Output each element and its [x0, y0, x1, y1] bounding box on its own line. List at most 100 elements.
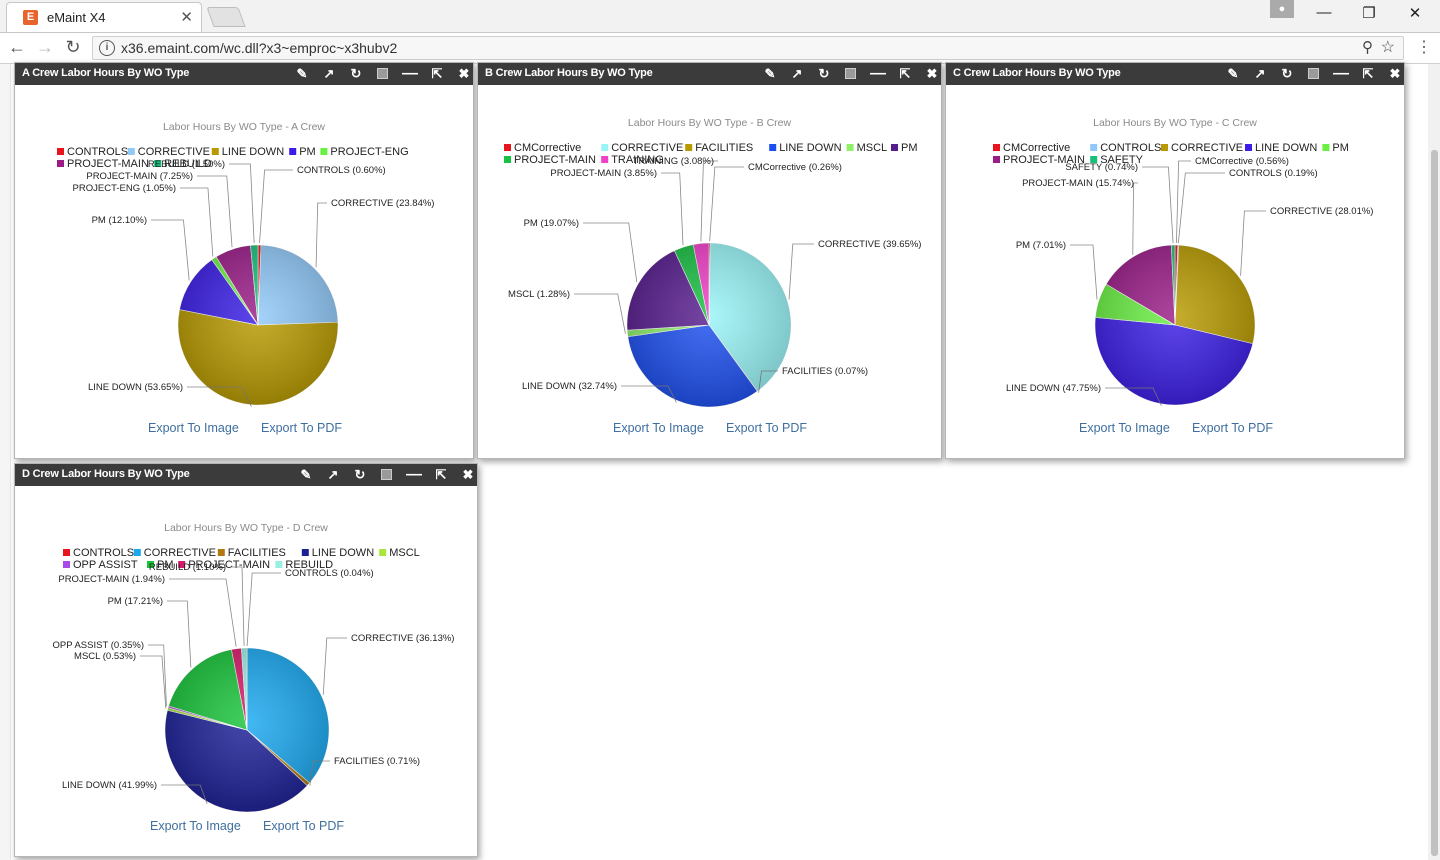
browser-menu-icon[interactable]: ⋮ [1416, 39, 1432, 56]
legend-item[interactable]: PROJECT-ENG [320, 146, 409, 158]
legend-item[interactable]: CMCorrective [993, 142, 1070, 154]
pencil-icon[interactable]: ✎ [300, 467, 312, 482]
legend-item[interactable]: PM [891, 142, 918, 154]
refresh-icon[interactable]: ↻ [1281, 66, 1293, 81]
legend-item[interactable]: PROJECT-MAIN [57, 158, 149, 170]
external-link-icon[interactable]: ↗ [327, 467, 339, 482]
pie-slice[interactable] [257, 244, 339, 326]
legend-item[interactable]: LINE DOWN [769, 142, 842, 154]
legend-item[interactable]: CMCorrective [504, 142, 581, 154]
color-square-icon[interactable] [845, 68, 856, 79]
close-icon[interactable]: ✖ [926, 66, 938, 81]
legend-item[interactable]: CORRECTIVE [1161, 142, 1243, 154]
export-pdf-link[interactable]: Export To PDF [1192, 421, 1274, 435]
external-link-icon[interactable]: ↗ [791, 66, 803, 81]
widget-header[interactable]: A Crew Labor Hours By WO Type ✎ ↗ ↻ — ⇱ ✖ [15, 63, 473, 85]
forward-arrow-icon[interactable]: → [36, 37, 54, 57]
export-image-link[interactable]: Export To Image [148, 421, 239, 435]
info-icon[interactable]: i [99, 40, 115, 56]
legend-item[interactable]: SAFETY [1090, 154, 1144, 166]
legend-swatch [504, 156, 511, 163]
window-restore-button[interactable]: ❐ [1362, 5, 1376, 22]
legend-item[interactable]: REBUILD [275, 559, 333, 571]
pencil-icon[interactable]: ✎ [296, 66, 308, 81]
page-scrollbar-thumb[interactable] [1431, 150, 1438, 856]
legend-item[interactable]: CORRECTIVE [127, 146, 210, 158]
legend-item[interactable]: MSCL [379, 547, 420, 559]
window-close-button[interactable]: ✕ [1408, 5, 1422, 22]
widget-header[interactable]: B Crew Labor Hours By WO Type ✎ ↗ ↻ — ⇱ ✖ [478, 63, 941, 85]
reload-icon[interactable]: ↻ [65, 37, 81, 57]
pie-chart: Labor Hours By WO Type - B Crew CMCorrect… [504, 117, 921, 408]
close-icon[interactable]: ✖ [458, 66, 470, 81]
bookmark-star-icon[interactable]: ☆ [1380, 39, 1395, 56]
tab-close-icon[interactable]: ✕ [180, 9, 193, 26]
pencil-icon[interactable]: ✎ [764, 66, 776, 81]
minus-icon[interactable]: — [1333, 65, 1349, 82]
legend-item[interactable]: PM [147, 559, 174, 571]
legend-item[interactable]: LINE DOWN [301, 547, 374, 559]
refresh-icon[interactable]: ↻ [350, 66, 362, 81]
legend-item[interactable]: TRAINING [601, 154, 664, 166]
expand-icon[interactable]: ⇱ [435, 467, 447, 482]
zoom-icon[interactable]: ⚲ [1362, 39, 1373, 56]
external-link-icon[interactable]: ↗ [323, 66, 335, 81]
legend-item[interactable]: CORRECTIVE [133, 547, 216, 559]
legend-item[interactable]: MSCL [846, 142, 888, 154]
data-label-connector [574, 293, 626, 334]
pencil-icon[interactable]: ✎ [1227, 66, 1239, 81]
legend-swatch [320, 148, 328, 155]
widget-header[interactable]: D Crew Labor Hours By WO Type ✎ ↗ ↻ — ⇱ ✖ [15, 464, 477, 486]
legend-swatch [1090, 156, 1098, 163]
legend-item[interactable]: PROJECT-MAIN [178, 559, 270, 571]
legend-item[interactable]: PM [1322, 142, 1349, 154]
export-pdf-link[interactable]: Export To PDF [261, 421, 343, 435]
export-image-link[interactable]: Export To Image [150, 819, 241, 833]
export-image-link[interactable]: Export To Image [613, 421, 704, 435]
address-bar[interactable]: i x36.emaint.com/wc.dll?x3~emproc~x3hubv… [92, 36, 1404, 60]
legend-item[interactable]: OPP ASSIST [63, 559, 138, 571]
close-icon[interactable]: ✖ [1389, 66, 1401, 81]
legend-item[interactable]: LINE DOWN [211, 146, 284, 158]
export-pdf-link[interactable]: Export To PDF [263, 819, 345, 833]
widget-header[interactable]: C Crew Labor Hours By WO Type ✎ ↗ ↻ — ⇱ ✖ [946, 63, 1404, 85]
color-square-icon[interactable] [1308, 68, 1319, 79]
new-tab-button[interactable] [206, 7, 246, 27]
expand-icon[interactable]: ⇱ [431, 66, 443, 81]
legend-item[interactable]: CORRECTIVE [601, 142, 683, 154]
back-arrow-icon[interactable]: ← [8, 37, 26, 57]
export-image-link[interactable]: Export To Image [1079, 421, 1170, 435]
legend-swatch [1245, 144, 1252, 151]
legend-item[interactable]: FACILITIES [217, 547, 286, 559]
legend-item[interactable]: REBUILD [154, 158, 212, 170]
external-link-icon[interactable]: ↗ [1254, 66, 1266, 81]
url-text[interactable]: x36.emaint.com/wc.dll?x3~emproc~x3hubv2 [121, 40, 398, 56]
legend-item[interactable]: PROJECT-MAIN [993, 154, 1085, 166]
legend-item[interactable]: PM [289, 146, 316, 158]
legend-item[interactable]: CONTROLS [57, 146, 128, 158]
expand-icon[interactable]: ⇱ [899, 66, 911, 81]
minus-icon[interactable]: — [402, 65, 418, 82]
refresh-icon[interactable]: ↻ [354, 467, 366, 482]
window-minimize-button[interactable]: — [1316, 4, 1332, 21]
minus-icon[interactable]: — [870, 65, 886, 82]
legend-item[interactable]: LINE DOWN [1245, 142, 1317, 154]
export-pdf-link[interactable]: Export To PDF [726, 421, 808, 435]
legend-item[interactable]: PROJECT-MAIN [504, 154, 596, 166]
color-square-icon[interactable] [381, 469, 392, 480]
minus-icon[interactable]: — [406, 466, 422, 483]
color-square-icon[interactable] [377, 68, 388, 79]
data-label: CORRECTIVE (28.01%) [1270, 206, 1373, 217]
data-label: REBUILD (1.50%) [148, 159, 225, 170]
data-label: CONTROLS (0.19%) [1229, 168, 1318, 179]
data-label: CONTROLS (0.60%) [297, 165, 386, 176]
legend-label: REBUILD [164, 158, 212, 170]
close-icon[interactable]: ✖ [462, 467, 474, 482]
legend-item[interactable]: CONTROLS [63, 547, 134, 559]
legend-item[interactable]: FACILITIES [685, 142, 753, 154]
browser-tab[interactable]: E eMaint X4 ✕ [6, 2, 202, 32]
expand-icon[interactable]: ⇱ [1362, 66, 1374, 81]
profile-icon[interactable]: ● [1270, 0, 1294, 18]
legend-item[interactable]: CONTROLS [1090, 142, 1161, 154]
refresh-icon[interactable]: ↻ [818, 66, 830, 81]
